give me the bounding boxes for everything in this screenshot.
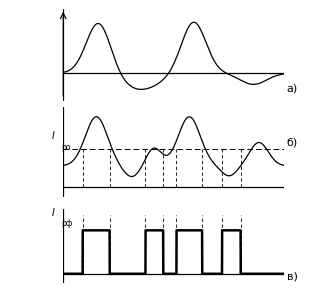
Text: I: I xyxy=(52,131,54,141)
Text: в): в) xyxy=(287,271,297,282)
Text: ро: ро xyxy=(61,143,70,152)
Text: а): а) xyxy=(287,84,298,94)
Text: I: I xyxy=(52,207,54,218)
Text: рф: рф xyxy=(61,219,72,228)
Text: б): б) xyxy=(287,137,298,148)
